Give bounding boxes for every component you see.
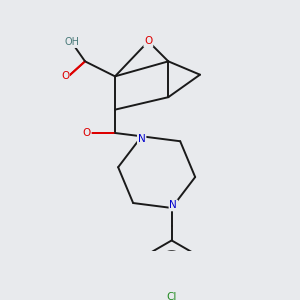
Text: O: O — [82, 128, 91, 138]
Text: O: O — [61, 71, 69, 81]
Text: N: N — [169, 200, 177, 211]
Text: OH: OH — [64, 37, 79, 47]
Text: O: O — [144, 36, 152, 46]
Text: Cl: Cl — [167, 292, 177, 300]
Text: N: N — [138, 134, 146, 144]
